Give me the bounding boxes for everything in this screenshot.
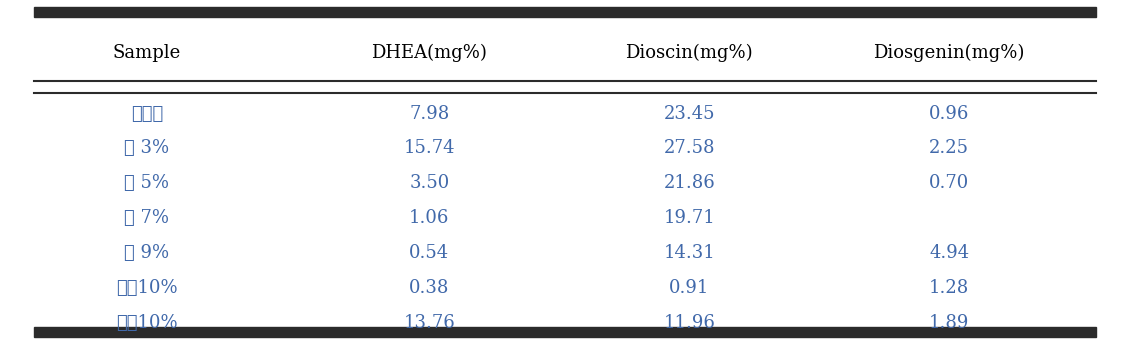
Text: 생마10%: 생마10% <box>116 279 177 297</box>
Text: 마 3%: 마 3% <box>124 139 170 158</box>
Text: 14.31: 14.31 <box>663 244 715 262</box>
Text: 마 5%: 마 5% <box>124 174 170 193</box>
Text: 21.86: 21.86 <box>663 174 715 193</box>
Text: 15.74: 15.74 <box>403 139 455 158</box>
Text: 0.70: 0.70 <box>929 174 970 193</box>
Text: 19.71: 19.71 <box>663 209 715 227</box>
Text: 23.45: 23.45 <box>663 104 715 123</box>
Text: 27.58: 27.58 <box>663 139 715 158</box>
Text: 2.25: 2.25 <box>929 139 970 158</box>
Text: Sample: Sample <box>113 43 181 62</box>
Text: 13.76: 13.76 <box>403 314 455 332</box>
Text: 0.38: 0.38 <box>409 279 450 297</box>
Text: DHEA(mg%): DHEA(mg%) <box>372 43 487 62</box>
Text: 7.98: 7.98 <box>409 104 450 123</box>
Text: Dioscin(mg%): Dioscin(mg%) <box>626 43 753 62</box>
Text: 0.91: 0.91 <box>669 279 710 297</box>
Text: 무캘리: 무캘리 <box>131 104 163 123</box>
Text: 0.54: 0.54 <box>409 244 450 262</box>
Text: Diosgenin(mg%): Diosgenin(mg%) <box>873 43 1025 62</box>
Text: 11.96: 11.96 <box>663 314 715 332</box>
Text: 증마10%: 증마10% <box>116 314 177 332</box>
Text: 마 7%: 마 7% <box>124 209 170 227</box>
Text: 4.94: 4.94 <box>929 244 970 262</box>
Bar <box>34 327 1096 337</box>
Text: 1.89: 1.89 <box>929 314 970 332</box>
Text: 3.50: 3.50 <box>409 174 450 193</box>
Bar <box>34 7 1096 17</box>
Text: 1.28: 1.28 <box>929 279 970 297</box>
Text: 1.06: 1.06 <box>409 209 450 227</box>
Text: 0.96: 0.96 <box>929 104 970 123</box>
Text: 마 9%: 마 9% <box>124 244 170 262</box>
